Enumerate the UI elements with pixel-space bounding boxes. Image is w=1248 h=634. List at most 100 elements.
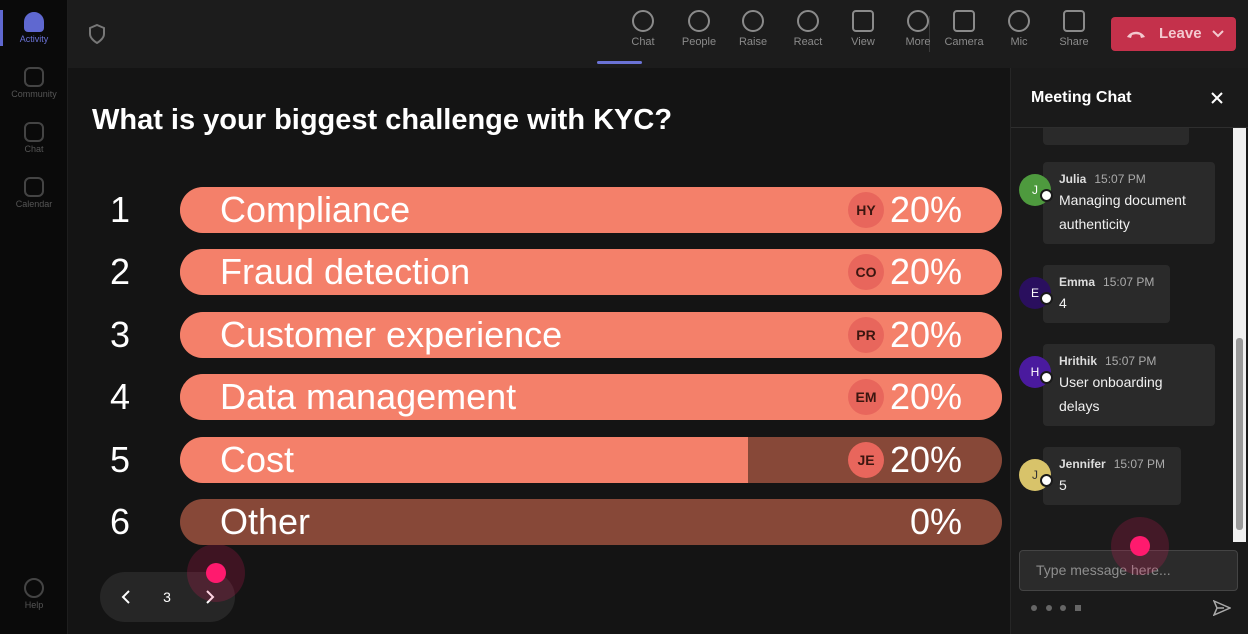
next-button[interactable] [202, 589, 218, 605]
prev-button[interactable] [118, 589, 134, 605]
toolbar-button[interactable]: Mic [994, 10, 1044, 48]
message-time: 15:07 PM [1094, 172, 1146, 186]
poll-option[interactable]: 6 Other 0% [100, 499, 1002, 545]
rail-label: Community [11, 89, 57, 99]
header-divider [1011, 127, 1248, 128]
toolbar-icon [953, 10, 975, 32]
rail-label: Calendar [15, 199, 53, 209]
option-number: 4 [109, 376, 131, 418]
shield-icon [89, 24, 105, 44]
rail-item[interactable]: Calendar [0, 177, 68, 209]
message-header: Emma 15:07 PM [1059, 273, 1154, 291]
rail-item[interactable]: Chat [0, 122, 68, 154]
message-header: Jennifer 15:07 PM [1059, 455, 1165, 473]
option-bar: Other 0% [180, 499, 1002, 545]
option-bar: Customer experience PR 20% [180, 311, 1002, 358]
toolbar-label: Share [1059, 36, 1089, 48]
option-label: Data management [220, 376, 517, 418]
toolbar-button[interactable]: View [838, 10, 888, 48]
toolbar-button[interactable]: Raise [728, 10, 778, 48]
page-number: 3 [163, 589, 171, 605]
send-button[interactable] [1213, 600, 1231, 616]
poll-option[interactable]: 1 Compliance HY 20% [100, 187, 1002, 233]
rail-icon [24, 122, 44, 142]
rail-icon [24, 578, 44, 598]
sender-name: Julia [1059, 172, 1087, 186]
toolbar-label: Mic [1010, 36, 1028, 48]
option-percent: 20% [889, 189, 962, 230]
option-bar: Data management EM 20% [180, 374, 1002, 421]
poll-option[interactable]: 4 Data management EM 20% [100, 374, 1002, 421]
sender-name: Emma [1059, 275, 1096, 289]
toolbar-button[interactable]: People [674, 10, 724, 48]
poll-option[interactable]: 5 Cost JE 20% [100, 436, 1002, 483]
phone-icon [1127, 31, 1145, 38]
divider [929, 16, 930, 52]
message-header: Hrithik 15:07 PM [1059, 352, 1199, 370]
sender-name: Jennifer [1059, 457, 1106, 471]
toolbar-label: React [793, 36, 823, 48]
option-bar: Fraud detection CO 20% [180, 249, 1002, 296]
format-icons[interactable] [1030, 603, 1082, 613]
rail-icon [24, 177, 44, 197]
sender-name: Hrithik [1059, 354, 1098, 368]
option-label: Customer experience [220, 313, 563, 355]
top-bar: Chat People Raise React View More Camera Mic Sha… [68, 0, 1248, 68]
toolbar-button[interactable]: Share [1049, 10, 1099, 48]
toolbar-label: Raise [738, 36, 768, 48]
cursor-highlight [1111, 517, 1169, 575]
message-input[interactable]: Type message here... [1019, 550, 1238, 591]
option-percent: 20% [889, 438, 962, 480]
toolbar-button[interactable]: React [783, 10, 833, 48]
leave-button[interactable]: Leave [1111, 17, 1236, 51]
option-number: 5 [109, 438, 131, 480]
option-label: Other [220, 501, 311, 542]
toolbar-label: Chat [631, 36, 655, 48]
message-bubble: Emma 15:07 PM 4 [1043, 265, 1171, 323]
option-bar: Cost JE 20% [180, 436, 1002, 483]
voter-avatar: CO [848, 254, 884, 291]
toolbar-button[interactable]: More [893, 10, 943, 48]
message-text: 5 [1059, 477, 1067, 493]
option-number: 2 [109, 251, 131, 293]
message-text: User onboarding delays [1059, 374, 1163, 414]
toolbar-button[interactable]: Chat [618, 10, 668, 48]
rail-label: Activity [19, 34, 49, 44]
leave-label: Leave [1159, 25, 1202, 42]
toolbar-button[interactable]: Camera [939, 10, 989, 48]
rail-item[interactable]: Help [0, 578, 68, 610]
option-number: 3 [109, 313, 131, 355]
rail-item[interactable]: Activity [0, 12, 68, 44]
message-time: 15:07 PM [1113, 457, 1166, 471]
option-percent: 20% [889, 313, 962, 355]
toolbar-icon [852, 10, 874, 32]
toolbar-icon [688, 10, 710, 32]
scroll-thumb[interactable] [1236, 338, 1243, 530]
toolbar-label: View [851, 36, 875, 48]
message-bubble [1043, 128, 1189, 145]
option-percent: 20% [889, 251, 962, 293]
message-bubble: Julia 15:07 PM Managing document authentic… [1043, 162, 1215, 244]
option-bar: Compliance HY 20% [180, 187, 1002, 233]
close-button[interactable] [1208, 89, 1226, 107]
toolbar-label: People [681, 36, 717, 48]
rail-item[interactable]: Community [0, 67, 68, 99]
voter-avatar: EM [848, 379, 884, 416]
option-label: Fraud detection [220, 251, 471, 293]
rail-icon [24, 67, 44, 87]
poll-option[interactable]: 2 Fraud detection CO 20% [100, 249, 1002, 296]
option-number: 6 [109, 501, 131, 542]
message-header: Julia 15:07 PM [1059, 170, 1199, 188]
leave-dropdown[interactable] [1211, 29, 1225, 39]
toolbar-icon [907, 10, 929, 32]
message-time: 15:07 PM [1103, 275, 1155, 289]
poll-option[interactable]: 3 Customer experience PR 20% [100, 311, 1002, 358]
option-number: 1 [109, 189, 131, 230]
message-text: 4 [1059, 295, 1067, 311]
toolbar-icon [632, 10, 654, 32]
voter-avatar: JE [848, 441, 884, 478]
option-percent: 20% [889, 376, 962, 418]
option-label: Compliance [220, 189, 411, 230]
message-bubble: Jennifer 15:07 PM 5 [1043, 447, 1182, 505]
